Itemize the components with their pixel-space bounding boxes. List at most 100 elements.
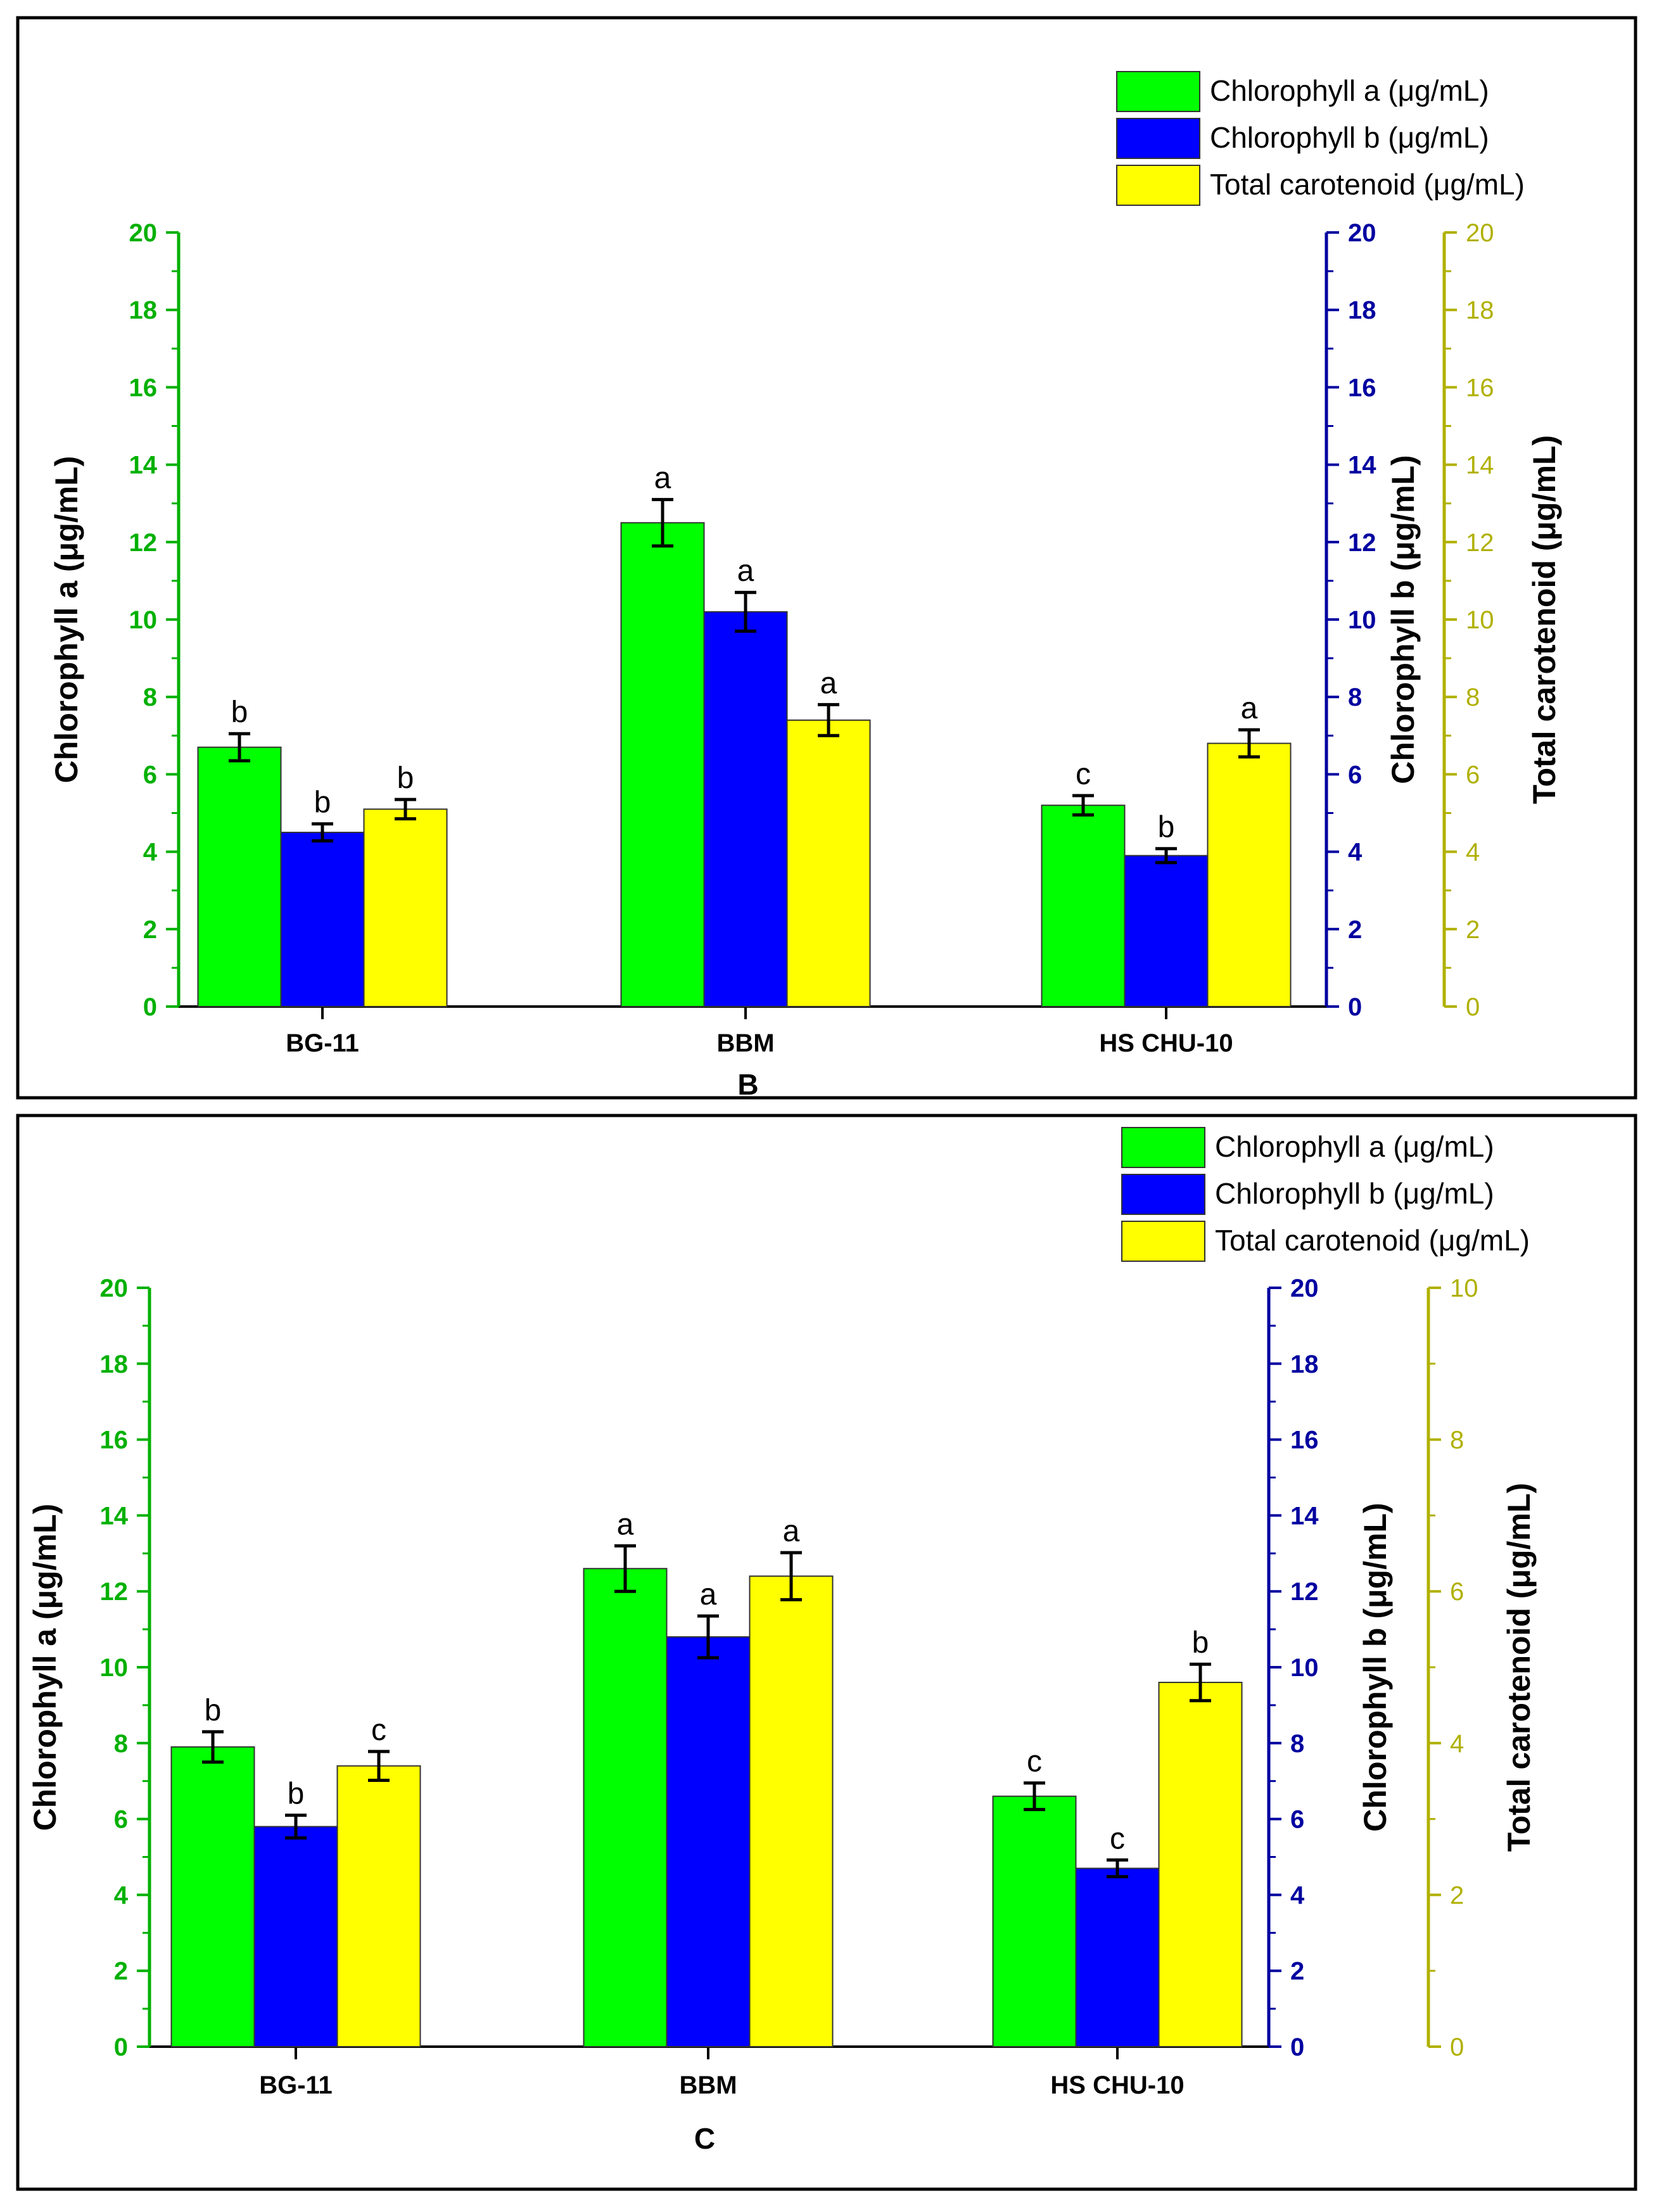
significance-letter: a (783, 1515, 800, 1548)
y-tick-label: 10 (1466, 606, 1494, 634)
y-tick-label: 6 (1450, 1578, 1464, 1606)
y-tick-label: 14 (100, 1502, 129, 1530)
bar-carotenoid (1207, 742, 1292, 1008)
y-tick-label: 16 (100, 1427, 129, 1454)
y-tick-label: 16 (1348, 374, 1376, 402)
significance-letter: b (288, 1777, 305, 1811)
bar-chl-a (620, 522, 705, 1007)
y-tick-label: 8 (114, 1730, 128, 1758)
y-tick-label: 14 (1290, 1502, 1319, 1530)
y-tick-label: 4 (1290, 1881, 1305, 1909)
bar-chl-b (1075, 1867, 1160, 2047)
y-tick-label: 16 (1466, 374, 1494, 402)
significance-letter: a (700, 1578, 717, 1611)
y-tick-label: 16 (1290, 1427, 1319, 1454)
y-tick-label: 2 (1450, 1881, 1464, 1909)
panel-label: B (737, 1068, 758, 1101)
significance-letter: a (654, 462, 671, 495)
y-tick-label: 0 (1348, 993, 1362, 1021)
bar-chl-b (280, 832, 365, 1008)
y-tick-label: 10 (1450, 1274, 1478, 1302)
y-tick-label: 20 (1466, 219, 1494, 247)
bar-chl-b (1124, 855, 1209, 1007)
y-tick-label: 10 (129, 606, 158, 634)
y-tick-label: 20 (129, 219, 158, 247)
y-tick-label: 12 (1348, 529, 1376, 557)
y-tick-label: 20 (100, 1274, 129, 1302)
y-tick-label: 18 (1348, 296, 1376, 324)
bar-carotenoid (786, 719, 871, 1007)
y-tick-label: 6 (1348, 761, 1362, 789)
bar-chl-a (583, 1568, 668, 2047)
y-tick-label: 16 (129, 374, 158, 402)
significance-letter: c (371, 1713, 386, 1747)
y-axis-title-carotenoid: Total carotenoid (μg/mL) (1501, 1483, 1537, 1852)
y-axis-title-carotenoid: Total carotenoid (μg/mL) (1527, 435, 1562, 804)
significance-letter: b (314, 786, 331, 820)
bar-chl-a (170, 1746, 255, 2048)
y-tick-label: 20 (1290, 1274, 1319, 1302)
y-axis-title-chl-a: Chlorophyll a (μg/mL) (27, 1504, 63, 1831)
y-tick-label: 4 (1348, 839, 1363, 867)
significance-letter: a (617, 1508, 634, 1541)
legend-swatch (1116, 165, 1200, 206)
significance-letter: b (205, 1694, 222, 1727)
bar-chl-a (197, 746, 282, 1007)
bar-chl-a (1041, 804, 1126, 1008)
y-tick-label: 8 (1466, 683, 1480, 711)
bar-chl-b (666, 1636, 751, 2048)
legend: Chlorophyll a (μg/mL) Chlorophyll b (μg/m… (1121, 1127, 1530, 1262)
y-tick-label: 10 (1290, 1654, 1319, 1682)
y-tick-label: 14 (1348, 452, 1376, 480)
bar-carotenoid (1158, 1681, 1243, 2047)
y-tick-label: 12 (1466, 529, 1494, 557)
panel-label: C (694, 2122, 715, 2155)
y-tick-label: 8 (143, 683, 157, 711)
legend-label: Chlorophyll a (μg/mL) (1215, 1130, 1494, 1163)
y-tick-label: 18 (1290, 1351, 1319, 1378)
y-tick-label: 4 (143, 839, 158, 867)
significance-letter: a (737, 554, 754, 588)
y-axis-title-chl-b: Chlorophyll b (μg/mL) (1357, 1503, 1393, 1831)
y-tick-label: 18 (1466, 296, 1494, 324)
y-tick-label: 6 (143, 761, 157, 789)
y-tick-label: 2 (1290, 1957, 1304, 1985)
y-tick-label: 0 (1466, 993, 1480, 1021)
y-tick-label: 14 (1466, 452, 1494, 480)
y-tick-label: 12 (129, 529, 158, 557)
y-tick-label: 2 (1466, 916, 1480, 944)
y-tick-label: 2 (114, 1957, 128, 1985)
panel-frame (16, 16, 1637, 1100)
y-tick-label: 18 (129, 296, 158, 324)
y-tick-label: 8 (1348, 683, 1362, 711)
bar-carotenoid (749, 1575, 834, 2047)
legend: Chlorophyll a (μg/mL) Chlorophyll b (μg/m… (1116, 71, 1525, 206)
significance-letter: a (820, 666, 837, 700)
y-tick-label: 0 (114, 2033, 128, 2061)
significance-letter: c (1076, 758, 1091, 791)
significance-letter: b (1192, 1626, 1209, 1660)
y-tick-label: 4 (114, 1881, 129, 1909)
legend-swatch (1121, 1221, 1205, 1262)
y-tick-label: 6 (1290, 1806, 1304, 1834)
chart-panel-b: 0 2 4 6 8 10 12 14 16 18 20 0 2 4 6 8 10 12 14 16 18 20 0 2 4 6 8 1… (16, 16, 1637, 1101)
significance-letter: b (397, 761, 414, 795)
panel-frame (16, 1114, 1637, 2191)
y-tick-label: 12 (100, 1578, 129, 1606)
legend-label: Total carotenoid (μg/mL) (1210, 168, 1525, 201)
significance-letter: c (1110, 1822, 1125, 1855)
y-tick-label: 8 (1290, 1730, 1304, 1758)
y-tick-label: 2 (1348, 916, 1362, 944)
legend-label: Chlorophyll b (μg/mL) (1215, 1177, 1494, 1210)
bar-carotenoid (363, 808, 448, 1007)
y-axis-title-chl-a: Chlorophyll a (μg/mL) (49, 456, 84, 784)
y-axis-title-chl-b: Chlorophyll b (μg/mL) (1385, 455, 1421, 784)
y-tick-label: 18 (100, 1351, 129, 1378)
y-tick-label: 6 (114, 1806, 128, 1834)
chart-panel-c: 0 2 4 6 8 10 12 14 16 18 20 0 2 4 6 8 10 12 14 16 18 20 0 2 4 6 8 1… (16, 1114, 1637, 2191)
y-tick-label: 4 (1450, 1730, 1464, 1758)
legend-label: Total carotenoid (μg/mL) (1215, 1224, 1530, 1257)
y-tick-label: 10 (1348, 606, 1376, 634)
x-tick-label: HS CHU-10 (1050, 2071, 1184, 2099)
